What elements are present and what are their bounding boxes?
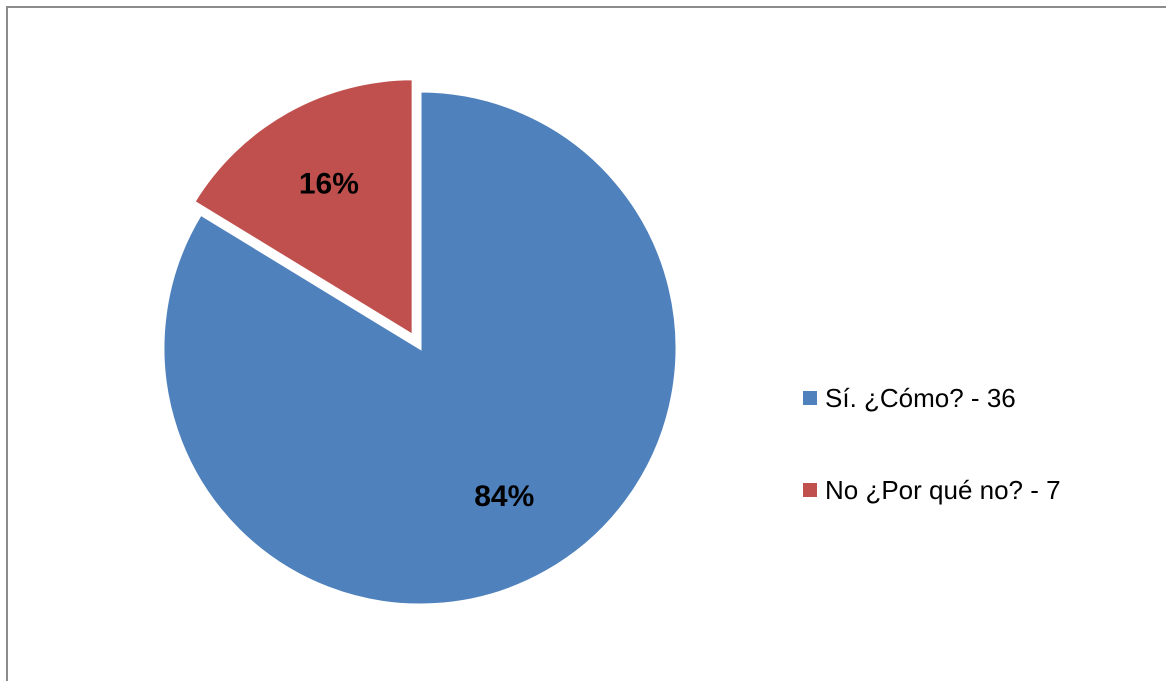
legend-label-si: Sí. ¿Cómo? - 36 bbox=[825, 382, 1016, 413]
legend-item-no: No ¿Por qué no? - 7 bbox=[803, 472, 1061, 508]
legend-item-si: Sí. ¿Cómo? - 36 bbox=[803, 380, 1061, 416]
pie-slice-1 bbox=[191, 77, 415, 339]
pie-slice-0 bbox=[161, 89, 679, 607]
legend-swatch-no bbox=[803, 483, 817, 497]
pie-data-label-1: 16% bbox=[299, 168, 359, 201]
legend: Sí. ¿Cómo? - 36 No ¿Por qué no? - 7 bbox=[803, 380, 1061, 564]
pie-data-label-0: 84% bbox=[474, 480, 534, 513]
legend-swatch-si bbox=[803, 391, 817, 405]
legend-label-no: No ¿Por qué no? - 7 bbox=[825, 474, 1061, 505]
